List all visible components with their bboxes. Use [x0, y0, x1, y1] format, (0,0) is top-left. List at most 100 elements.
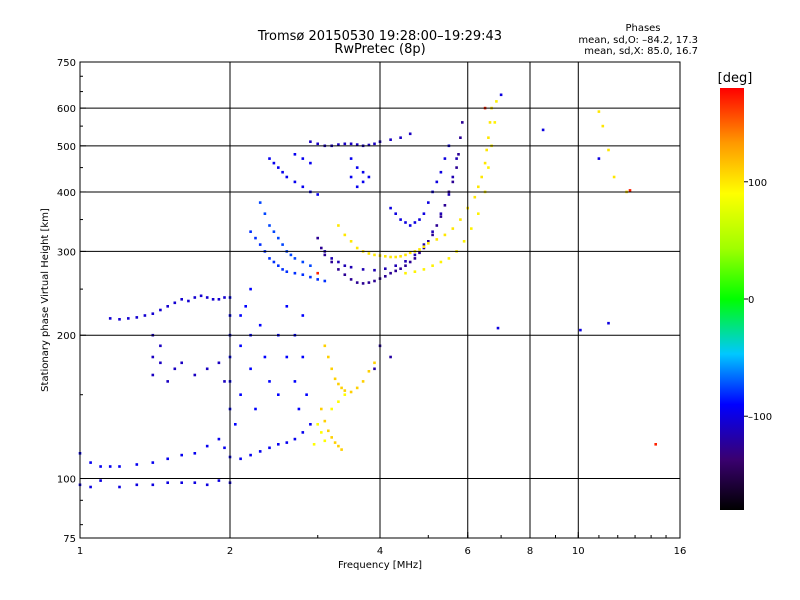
data-point-15-14	[327, 429, 330, 433]
data-point-2-0	[108, 317, 112, 320]
data-point-5-13	[323, 279, 327, 283]
data-point-4-8	[239, 344, 242, 348]
data-point-15-2	[330, 367, 333, 371]
data-point-11-2	[337, 260, 340, 264]
chart-title: Tromsø 20150530 19:28:00–19:29:43	[257, 29, 502, 44]
data-point-10-28	[455, 166, 458, 169]
data-point-9-6	[361, 180, 365, 184]
data-point-10-5	[343, 273, 347, 276]
data-point-2-9	[180, 298, 183, 301]
data-point-15-1	[327, 355, 330, 359]
data-point-10-10	[373, 279, 376, 283]
data-point-2-8	[173, 301, 177, 305]
data-point-10-22	[431, 233, 434, 237]
data-point-13-25	[480, 175, 483, 179]
data-point-3-8	[193, 373, 197, 377]
data-point-6-0	[258, 201, 262, 204]
data-point-7-5	[293, 180, 297, 184]
data-point-12-0	[389, 206, 392, 210]
data-point-13-11	[399, 255, 402, 258]
data-point-14-9	[477, 212, 480, 215]
data-point-0-1	[89, 461, 92, 464]
data-point-15-18	[340, 448, 343, 451]
data-point-2-5	[151, 312, 155, 315]
data-point-7-4	[285, 175, 289, 179]
data-point-4-14	[254, 407, 257, 411]
data-point-2-4	[143, 314, 147, 317]
data-point-13-1	[343, 233, 347, 237]
data-point-13-19	[443, 233, 447, 237]
data-point-14-2	[422, 268, 426, 271]
data-point-15-11	[373, 361, 376, 365]
data-point-0-9	[193, 452, 197, 455]
y-tick-label: 100	[57, 475, 76, 486]
data-point-15-7	[349, 390, 353, 394]
data-point-18-4	[597, 110, 601, 113]
data-point-10-9	[367, 281, 371, 284]
data-point-0-7	[166, 457, 169, 461]
data-point-1-3	[118, 485, 121, 489]
data-point-0-15	[249, 453, 252, 457]
data-point-8-10	[373, 142, 376, 146]
data-point-11-3	[343, 264, 347, 267]
colorbar-tick-label: –100	[748, 412, 772, 423]
data-point-13-21	[459, 218, 462, 221]
data-point-14-1	[413, 270, 417, 273]
data-point-3-1	[151, 355, 155, 359]
data-point-19-1	[579, 328, 582, 332]
data-point-12-8	[427, 201, 430, 204]
data-point-8-9	[367, 143, 371, 147]
data-point-5-4	[268, 257, 271, 260]
data-point-11-8	[394, 264, 397, 267]
data-point-2-1	[118, 318, 121, 321]
data-point-11-4	[349, 265, 353, 269]
data-point-1-7	[180, 481, 183, 484]
data-point-10-8	[361, 282, 365, 285]
data-point-10-29	[457, 153, 460, 156]
data-point-0-18	[277, 443, 280, 446]
data-point-10-12	[384, 275, 387, 278]
x-axis-ticks: 1 2 4 6 8 10 16	[77, 532, 686, 557]
stats-heading: Phases	[625, 23, 660, 34]
data-point-7-6	[301, 185, 305, 189]
data-point-13-16	[422, 245, 426, 248]
chart-subtitle: RwPretec (8p)	[334, 42, 425, 57]
data-point-11-14	[447, 193, 451, 196]
data-point-0-10	[205, 444, 209, 448]
x-axis-label: Frequency [MHz]	[338, 560, 422, 571]
data-point-10-7	[355, 281, 359, 284]
data-point-0-12	[223, 446, 226, 450]
colorbar-label: [deg]	[718, 71, 753, 86]
data-point-16-5	[337, 400, 340, 403]
data-point-15-4	[337, 382, 340, 386]
data-point-18-1	[607, 148, 610, 152]
data-point-13-6	[373, 253, 376, 257]
y-tick-label: 75	[63, 534, 76, 545]
data-point-3-10	[217, 361, 221, 365]
data-point-8-7	[355, 143, 359, 146]
data-point-10-31	[461, 121, 464, 124]
data-point-17-2	[373, 367, 376, 371]
data-point-1-4	[135, 483, 139, 487]
data-point-16-0	[316, 423, 319, 426]
data-point-13-15	[418, 248, 421, 251]
data-point-14-0	[404, 271, 407, 275]
data-point-5-1	[254, 236, 257, 240]
data-point-20-1	[628, 189, 632, 192]
data-point-5-8	[285, 270, 289, 273]
data-point-13-3	[355, 246, 359, 250]
data-point-15-5	[340, 386, 343, 390]
data-point-0-2	[99, 465, 102, 468]
data-point-4-19	[277, 393, 280, 396]
data-point-2-13	[205, 296, 209, 299]
data-point-8-5	[343, 142, 347, 146]
data-point-16-4	[330, 407, 333, 411]
data-point-8-13	[399, 136, 402, 139]
data-point-7-11	[309, 161, 312, 165]
data-point-3-4	[159, 361, 162, 365]
data-point-12-5	[413, 221, 417, 224]
data-point-4-6	[234, 423, 237, 426]
y-tick-label: 200	[57, 331, 76, 342]
data-point-12-2	[399, 218, 402, 221]
data-point-12-12	[443, 157, 447, 160]
